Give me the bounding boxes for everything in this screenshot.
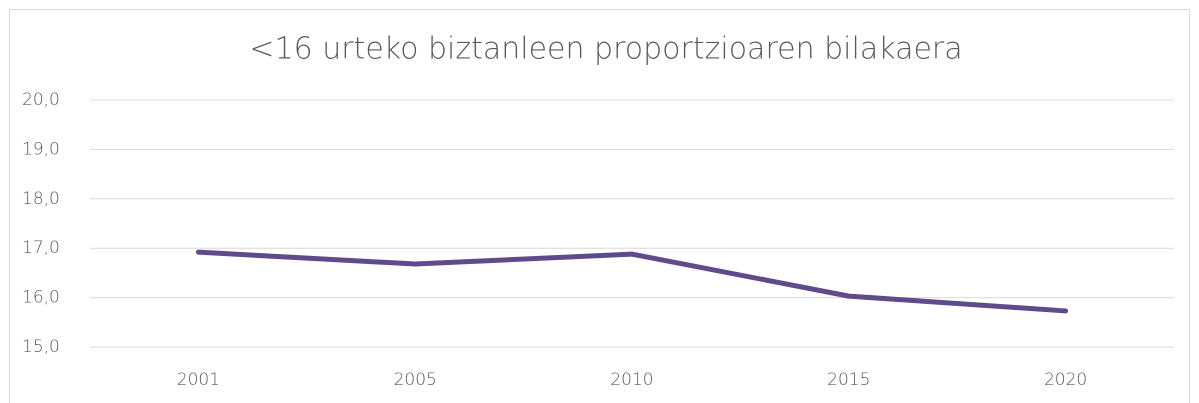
y-tick-label: 15,0	[22, 337, 60, 357]
y-tick-label: 16,0	[22, 288, 60, 308]
y-tick-label: 19,0	[22, 139, 60, 159]
x-tick-label: 2001	[177, 370, 220, 390]
y-tick-label: 18,0	[22, 189, 60, 209]
y-tick-label: 20,0	[22, 90, 60, 110]
x-tick-label: 2015	[827, 370, 870, 390]
y-tick-label: 17,0	[22, 238, 60, 258]
line-series	[195, 249, 1069, 314]
x-tick-label: 2010	[610, 370, 653, 390]
x-tick-label: 2020	[1044, 370, 1087, 390]
x-tick-label: 2005	[394, 370, 437, 390]
chart-title: <16 urteko biztanleen proportzioaren bil…	[249, 32, 962, 67]
chart-border	[9, 9, 1190, 403]
